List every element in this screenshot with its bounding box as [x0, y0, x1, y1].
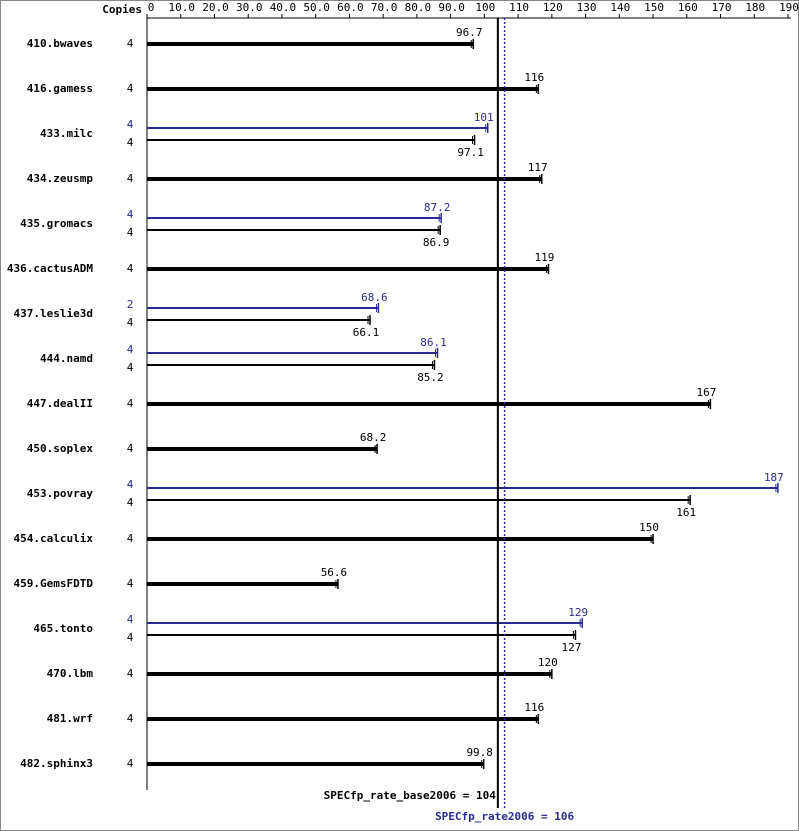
copies-header: Copies: [102, 3, 142, 16]
copies-label: 2: [127, 298, 134, 311]
copies-label: 4: [127, 316, 134, 329]
value-label: 119: [535, 251, 555, 264]
x-tick-label: 70.0: [371, 1, 398, 14]
value-label: 116: [524, 71, 544, 84]
copies-label: 4: [127, 118, 134, 131]
value-label: 161: [676, 506, 696, 519]
value-label: 68.2: [360, 431, 387, 444]
category-label: 450.soplex: [27, 442, 94, 455]
value-label: 116: [524, 701, 544, 714]
x-tick-label: 50.0: [303, 1, 330, 14]
value-label: 68.6: [361, 291, 388, 304]
copies-label: 4: [127, 442, 134, 455]
x-tick-label: 140: [610, 1, 630, 14]
x-tick-label: 150: [644, 1, 664, 14]
category-label: 453.povray: [27, 487, 94, 500]
value-label: 187: [764, 471, 784, 484]
copies-label: 4: [127, 757, 134, 770]
x-tick-label: 80.0: [405, 1, 432, 14]
x-tick-label: 0: [148, 1, 155, 14]
copies-label: 4: [127, 262, 134, 275]
copies-label: 4: [127, 496, 134, 509]
category-label: 410.bwaves: [27, 37, 93, 50]
category-label: 459.GemsFDTD: [14, 577, 94, 590]
value-label: 117: [528, 161, 548, 174]
x-tick-label: 160: [678, 1, 698, 14]
category-label: 465.tonto: [33, 622, 93, 635]
x-tick-label: 180: [745, 1, 765, 14]
x-tick-label: 120: [543, 1, 563, 14]
copies-label: 4: [127, 613, 134, 626]
value-label: 150: [639, 521, 659, 534]
value-label: 127: [562, 641, 582, 654]
category-label: 433.milc: [40, 127, 93, 140]
value-label: 97.1: [457, 146, 484, 159]
copies-label: 4: [127, 172, 134, 185]
x-tick-label: 60.0: [337, 1, 364, 14]
copies-label: 4: [127, 712, 134, 725]
copies-label: 4: [127, 82, 134, 95]
x-tick-label: 170: [712, 1, 732, 14]
x-tick-label: 40.0: [270, 1, 297, 14]
value-label: 86.1: [420, 336, 447, 349]
copies-label: 4: [127, 361, 134, 374]
copies-label: 4: [127, 208, 134, 221]
copies-label: 4: [127, 226, 134, 239]
value-label: 87.2: [424, 201, 451, 214]
value-label: 96.7: [456, 26, 483, 39]
copies-label: 4: [127, 667, 134, 680]
x-tick-label: 90.0: [438, 1, 465, 14]
copies-label: 4: [127, 37, 134, 50]
category-label: 435.gromacs: [20, 217, 93, 230]
x-tick-label: 20.0: [202, 1, 229, 14]
category-label: 436.cactusADM: [7, 262, 93, 275]
copies-label: 4: [127, 397, 134, 410]
reference-label: SPECfp_rate2006 = 106: [435, 810, 574, 823]
category-label: 454.calculix: [14, 532, 94, 545]
copies-label: 4: [127, 577, 134, 590]
value-label: 86.9: [423, 236, 450, 249]
category-label: 447.dealII: [27, 397, 93, 410]
copies-label: 4: [127, 532, 134, 545]
value-label: 56.6: [321, 566, 348, 579]
copies-label: 4: [127, 136, 134, 149]
category-label: 444.namd: [40, 352, 93, 365]
value-label: 129: [568, 606, 588, 619]
x-tick-label: 100: [475, 1, 495, 14]
category-label: 482.sphinx3: [20, 757, 93, 770]
copies-label: 4: [127, 631, 134, 644]
x-tick-label: 190: [779, 1, 799, 14]
value-label: 99.8: [466, 746, 493, 759]
category-label: 434.zeusmp: [27, 172, 94, 185]
value-label: 167: [696, 386, 716, 399]
value-label: 66.1: [353, 326, 380, 339]
copies-label: 4: [127, 478, 134, 491]
x-tick-label: 30.0: [236, 1, 263, 14]
x-tick-label: 10.0: [168, 1, 195, 14]
value-label: 85.2: [417, 371, 444, 384]
category-label: 481.wrf: [47, 712, 93, 725]
value-label: 120: [538, 656, 558, 669]
reference-label: SPECfp_rate_base2006 = 104: [324, 789, 497, 802]
category-label: 470.lbm: [47, 667, 94, 680]
x-tick-label: 110: [509, 1, 529, 14]
x-tick-label: 130: [577, 1, 597, 14]
value-label: 101: [474, 111, 494, 124]
category-label: 416.gamess: [27, 82, 93, 95]
category-label: 437.leslie3d: [14, 307, 93, 320]
copies-label: 4: [127, 343, 134, 356]
